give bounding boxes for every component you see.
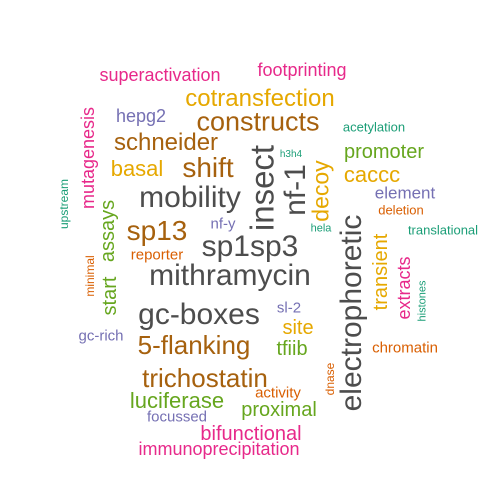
word-gc-rich: gc-rich — [78, 327, 124, 345]
word-gc-boxes: gc-boxes — [138, 298, 260, 331]
word-start: start — [99, 276, 121, 316]
word-nf-1: nf-1 — [279, 164, 312, 216]
word-nf-y: nf-y — [210, 215, 236, 233]
word-insect: insect — [243, 144, 281, 232]
word-minimal: minimal — [83, 255, 97, 297]
word-chromatin: chromatin — [372, 339, 438, 357]
word-element: element — [374, 183, 436, 203]
word-histones: histones — [416, 280, 429, 322]
word-activity: activity — [255, 384, 301, 402]
word-caccc: caccc — [343, 162, 401, 187]
word-cotransfection: cotransfection — [185, 85, 335, 112]
word-basal: basal — [110, 156, 164, 181]
word-h3h4: h3h4 — [279, 149, 303, 160]
word-acetylation: acetylation — [342, 119, 406, 135]
word-deletion: deletion — [378, 202, 424, 218]
word-constructs: constructs — [196, 106, 320, 137]
word-shift: shift — [182, 152, 234, 183]
word-transient: transient — [370, 233, 392, 311]
word-decoy: decoy — [307, 160, 334, 222]
word-footprinting: footprinting — [257, 60, 347, 80]
word-focussed: focussed — [146, 408, 208, 426]
word-immunoprecipitation: immunoprecipitation — [138, 439, 300, 459]
word-translational: translational — [407, 222, 479, 238]
word-sp1sp3: sp1sp3 — [201, 230, 299, 263]
word-hela: hela — [310, 222, 332, 235]
word-proximal: proximal — [241, 399, 317, 421]
word-site: site — [282, 317, 314, 339]
word-trichostatin: trichostatin — [142, 363, 268, 393]
word-mobility: mobility — [139, 181, 241, 214]
word-mithramycin: mithramycin — [149, 259, 311, 292]
word-schneider: schneider — [113, 129, 219, 156]
word-assays: assays — [97, 199, 119, 263]
word-extracts: extracts — [394, 256, 414, 320]
word-tfiib: tfiib — [276, 338, 308, 360]
word-hepg2: hepg2 — [115, 106, 167, 126]
word-luciferase: luciferase — [129, 388, 225, 413]
word-superactivation: superactivation — [99, 65, 221, 85]
word-promoter: promoter — [343, 141, 425, 163]
word-electrophoretic: electrophoretic — [335, 214, 368, 412]
word-reporter: reporter — [130, 246, 184, 264]
word-sp13: sp13 — [126, 215, 188, 246]
word-bifunctional: bifunctional — [200, 423, 302, 445]
word-dnase: dnase — [323, 362, 337, 396]
word-upstream: upstream — [57, 178, 71, 230]
word-5-flanking: 5-flanking — [137, 330, 251, 360]
word-sl-2: sl-2 — [276, 299, 302, 317]
word-mutagenesis: mutagenesis — [78, 106, 98, 210]
